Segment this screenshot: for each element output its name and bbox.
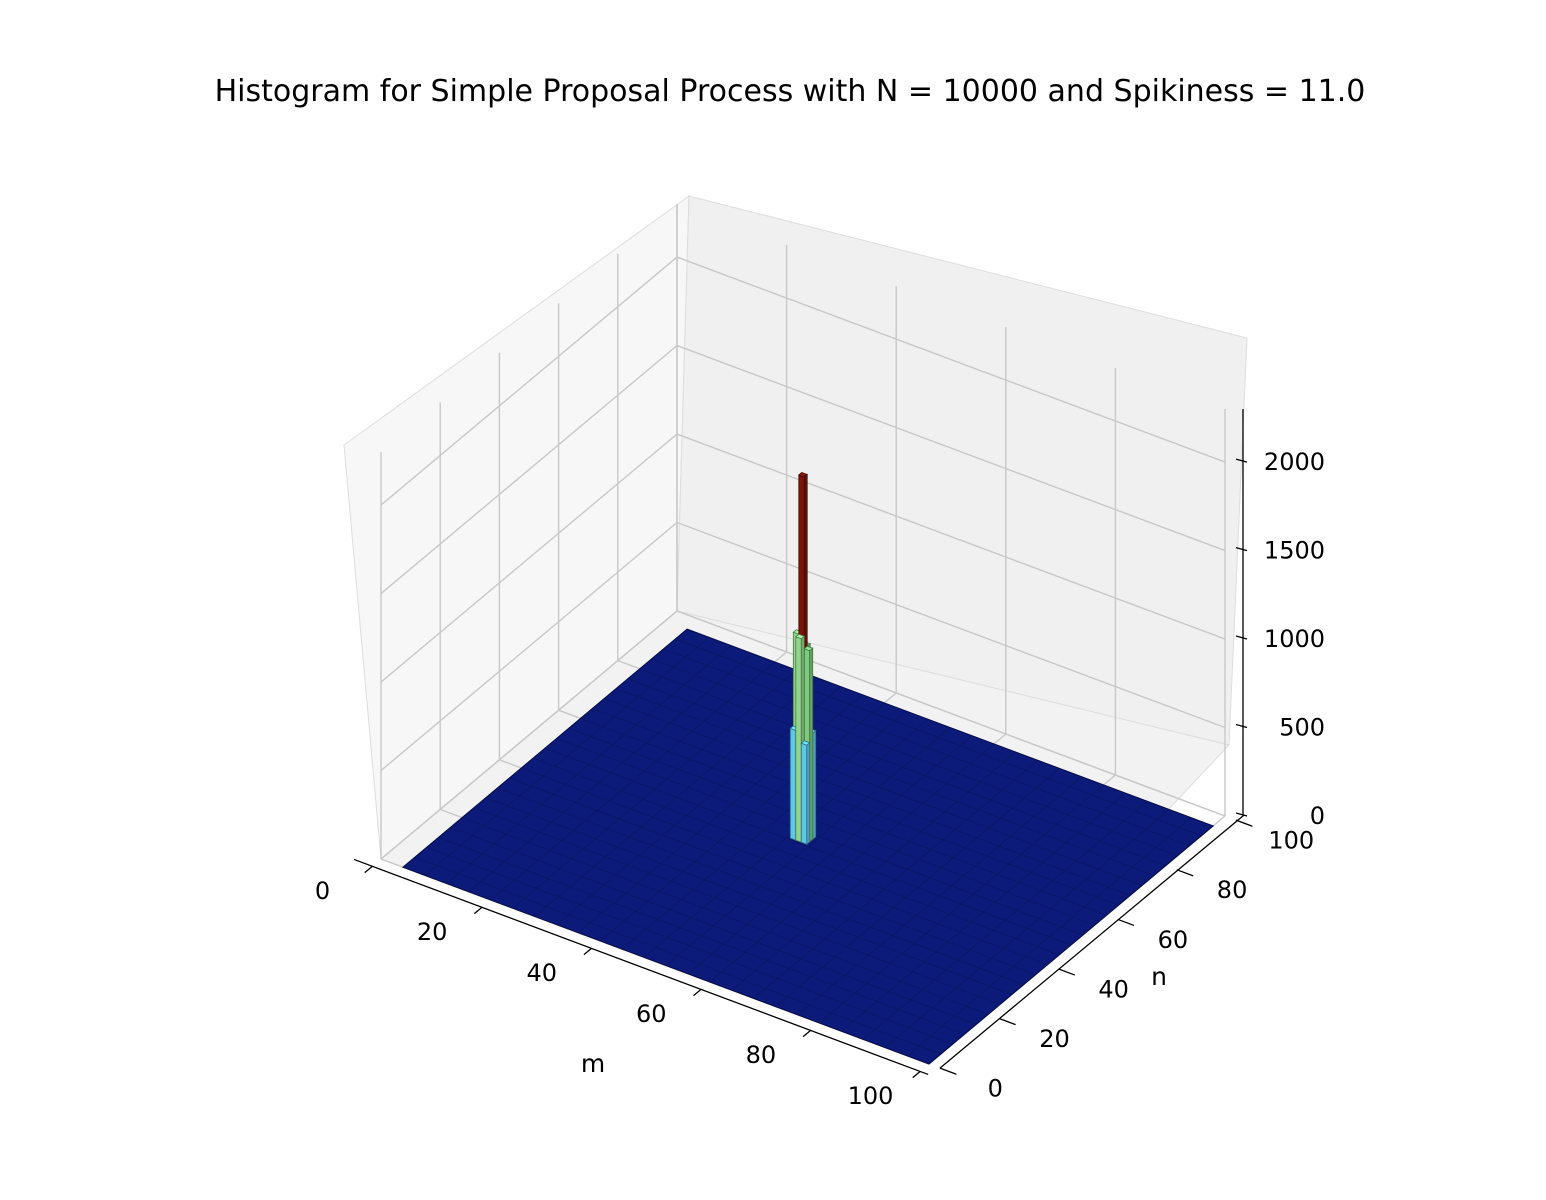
grid-line bbox=[676, 521, 1226, 729]
y-tick bbox=[939, 1067, 957, 1075]
z-tick bbox=[1235, 546, 1248, 552]
y-tick-label: 20 bbox=[1039, 1025, 1070, 1053]
grid-line bbox=[380, 521, 678, 772]
y-tick bbox=[1117, 918, 1135, 927]
x-axis-label: m bbox=[581, 1049, 605, 1078]
bar-top-face bbox=[795, 633, 806, 640]
y-tick bbox=[998, 1017, 1016, 1026]
bin-grid-line bbox=[615, 688, 1143, 886]
y-axis-line bbox=[939, 814, 1245, 1069]
z-tick-label: 0 bbox=[1310, 802, 1325, 830]
x-tick-label: 100 bbox=[848, 1082, 894, 1110]
bar-front-face bbox=[795, 636, 802, 843]
bin-grid-line bbox=[450, 827, 977, 1025]
z-tick bbox=[1235, 458, 1248, 463]
bin-grid-line bbox=[592, 708, 1119, 906]
bin-grid-line bbox=[402, 866, 930, 1065]
axes bbox=[353, 409, 1253, 1079]
histogram-bars bbox=[789, 472, 817, 846]
bin-grid-line bbox=[675, 638, 1202, 837]
bin-grid-line bbox=[473, 807, 1001, 1005]
bin-grid-line bbox=[639, 668, 1166, 866]
x-tick bbox=[473, 906, 483, 915]
y-tick-label: 80 bbox=[1217, 876, 1248, 904]
y-tick-label: 40 bbox=[1098, 975, 1129, 1003]
bar-top-face bbox=[800, 740, 811, 746]
grid-line bbox=[380, 610, 678, 860]
bin-grid-line bbox=[462, 817, 989, 1015]
y-tick-label: 60 bbox=[1158, 926, 1189, 954]
bar-side-face bbox=[809, 647, 814, 843]
bin-grid-line bbox=[686, 628, 1214, 827]
bin-grid-line bbox=[663, 648, 1190, 847]
z-tick-label: 1000 bbox=[1264, 625, 1325, 653]
bar-front-face bbox=[789, 727, 797, 841]
x-tick bbox=[364, 865, 373, 874]
z-tick bbox=[1235, 812, 1248, 817]
y-tick bbox=[1235, 819, 1253, 827]
grid-line bbox=[676, 344, 1226, 552]
z-tick-label: 2000 bbox=[1264, 448, 1325, 476]
bin-grid-line bbox=[438, 837, 965, 1035]
bar-front-face bbox=[800, 742, 808, 845]
y-tick bbox=[1176, 869, 1194, 877]
grid-line bbox=[676, 610, 1226, 817]
bin-grid-line bbox=[544, 747, 1072, 946]
y-axis-label: n bbox=[1151, 962, 1167, 991]
bar-side-face bbox=[812, 729, 817, 841]
x-tick-label: 60 bbox=[636, 1000, 667, 1028]
x-tick-label: 0 bbox=[315, 877, 330, 905]
x-tick bbox=[693, 988, 702, 997]
x-tick-label: 80 bbox=[746, 1041, 777, 1069]
bin-grid-line bbox=[426, 847, 953, 1045]
z-tick-label: 1500 bbox=[1264, 537, 1325, 565]
grid-line bbox=[380, 433, 678, 683]
z-tick bbox=[1235, 723, 1248, 729]
bin-grid-line bbox=[509, 777, 1036, 976]
grid-line bbox=[676, 433, 1226, 640]
bin-grid-line bbox=[604, 698, 1131, 896]
bin-grid-line bbox=[533, 757, 1060, 956]
grid-line bbox=[676, 256, 1226, 463]
bin-grid-line bbox=[651, 658, 1178, 856]
bar-side-face bbox=[806, 741, 811, 846]
bin-grid-line bbox=[627, 678, 1155, 876]
x-tick-label: 20 bbox=[417, 918, 448, 946]
bin-grid-line bbox=[568, 728, 1095, 926]
bin-grid-line bbox=[497, 787, 1024, 985]
histogram-floor bbox=[401, 628, 1215, 1065]
z-tick bbox=[1235, 635, 1248, 640]
bar-top-face bbox=[803, 645, 814, 652]
y-tick-label: 100 bbox=[1268, 827, 1314, 855]
chart-title: Histogram for Simple Proposal Process wi… bbox=[215, 74, 1366, 109]
grid-line bbox=[380, 345, 678, 595]
bin-grid-line bbox=[521, 767, 1048, 966]
bin-grid-line bbox=[414, 856, 941, 1055]
bin-grid-line bbox=[556, 737, 1084, 936]
bin-grid-line bbox=[485, 797, 1012, 995]
z-tick-label: 500 bbox=[1279, 714, 1325, 742]
bar-top-face bbox=[798, 472, 808, 478]
bin-grid-line bbox=[580, 718, 1107, 916]
histogram-bar bbox=[800, 740, 811, 846]
x-tick bbox=[912, 1070, 921, 1079]
y-tick bbox=[1058, 968, 1076, 976]
y-tick-label: 0 bbox=[988, 1075, 1003, 1103]
x-tick bbox=[802, 1029, 811, 1038]
x-tick bbox=[583, 947, 592, 956]
grid-line bbox=[380, 256, 678, 506]
x-axis-line bbox=[353, 858, 929, 1076]
x-tick-label: 40 bbox=[526, 959, 557, 987]
